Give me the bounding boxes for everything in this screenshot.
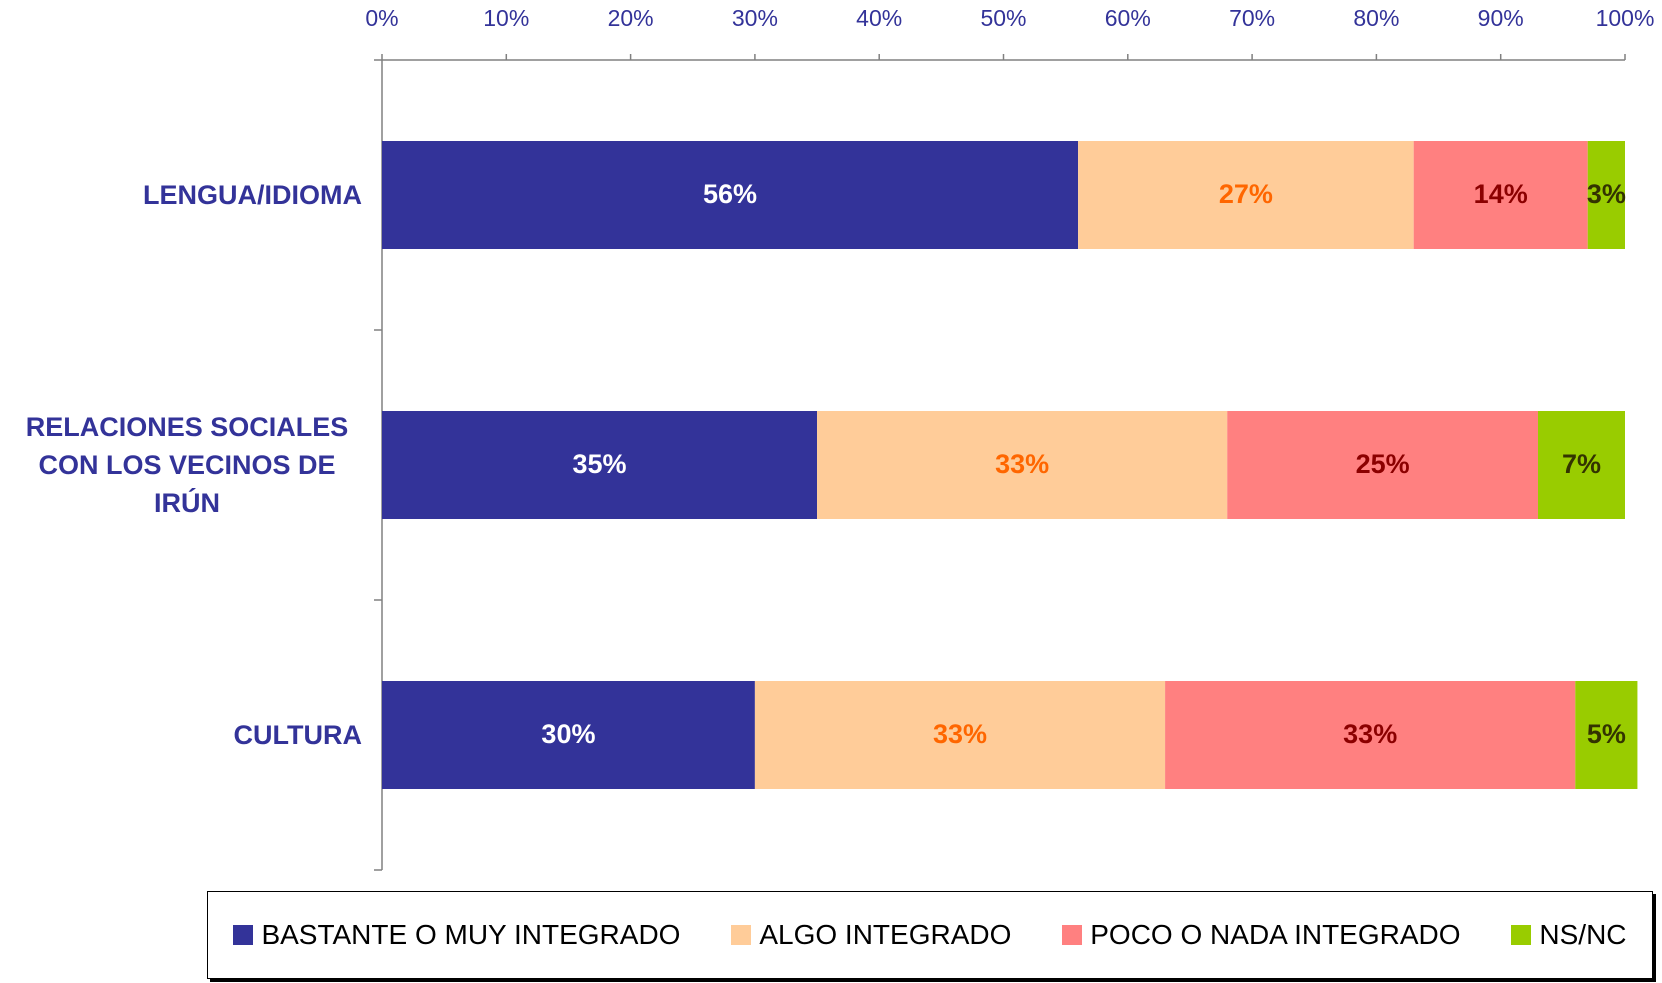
category-text: LENGUA/IDIOMA xyxy=(143,180,362,210)
x-tick-label: 60% xyxy=(1105,5,1151,31)
legend-label: NS/NC xyxy=(1539,919,1627,950)
bar-segment xyxy=(1165,681,1576,789)
bar-segment xyxy=(382,681,755,789)
legend: BASTANTE O MUY INTEGRADO ALGO INTEGRADO PO… xyxy=(207,891,1653,979)
legend-entry: ALGO INTEGRADO xyxy=(731,919,1011,951)
data-label: 5% xyxy=(1587,719,1626,749)
bar-segment xyxy=(1078,141,1414,249)
bar-segment xyxy=(1413,141,1588,249)
category-text: RELACIONES SOCIALES CON LOS VECINOS DE I… xyxy=(25,412,349,518)
legend-swatch xyxy=(1062,925,1083,945)
category-label: RELACIONES SOCIALES CON LOS VECINOS DE I… xyxy=(0,408,362,522)
legend-label: BASTANTE O MUY INTEGRADO xyxy=(261,919,681,950)
data-label: 56% xyxy=(703,179,757,209)
legend-label: ALGO INTEGRADO xyxy=(759,919,1012,950)
bar-segment xyxy=(382,411,818,519)
x-tick-label: 0% xyxy=(365,5,398,31)
legend-swatch xyxy=(233,925,254,945)
data-label: 30% xyxy=(541,719,595,749)
bar-segment xyxy=(1537,411,1625,519)
bar-segment xyxy=(1227,411,1538,519)
data-label: 3% xyxy=(1587,179,1626,209)
bar-segment xyxy=(754,681,1166,789)
bar-segment xyxy=(1587,141,1625,249)
data-label: 35% xyxy=(573,449,627,479)
data-label: 14% xyxy=(1474,179,1528,209)
category-text: CULTURA xyxy=(233,720,362,750)
category-label: LENGUA/IDIOMA xyxy=(0,176,362,214)
x-tick-label: 10% xyxy=(483,5,529,31)
bar-segment xyxy=(817,411,1228,519)
data-label: 7% xyxy=(1562,449,1601,479)
data-label: 33% xyxy=(995,449,1049,479)
x-tick-label: 70% xyxy=(1229,5,1275,31)
legend-entry: NS/NC xyxy=(1511,919,1627,951)
x-tick-label: 80% xyxy=(1353,5,1399,31)
x-tick-label: 50% xyxy=(980,5,1026,31)
x-tick-label: 90% xyxy=(1478,5,1524,31)
legend-entry: POCO O NADA INTEGRADO xyxy=(1062,919,1461,951)
bar-segment xyxy=(1575,681,1638,789)
data-label: 27% xyxy=(1219,179,1273,209)
category-label: CULTURA xyxy=(0,716,362,754)
legend-swatch xyxy=(1511,925,1532,945)
data-label: 33% xyxy=(1343,719,1397,749)
legend-swatch xyxy=(731,925,752,945)
x-tick-label: 30% xyxy=(732,5,778,31)
x-tick-label: 20% xyxy=(608,5,654,31)
legend-label: POCO O NADA INTEGRADO xyxy=(1090,919,1461,950)
bar-segment xyxy=(382,141,1079,249)
legend-entry: BASTANTE O MUY INTEGRADO xyxy=(233,919,680,951)
data-label: 25% xyxy=(1356,449,1410,479)
x-tick-label: 40% xyxy=(856,5,902,31)
data-label: 33% xyxy=(933,719,987,749)
x-tick-label: 100% xyxy=(1596,5,1655,31)
